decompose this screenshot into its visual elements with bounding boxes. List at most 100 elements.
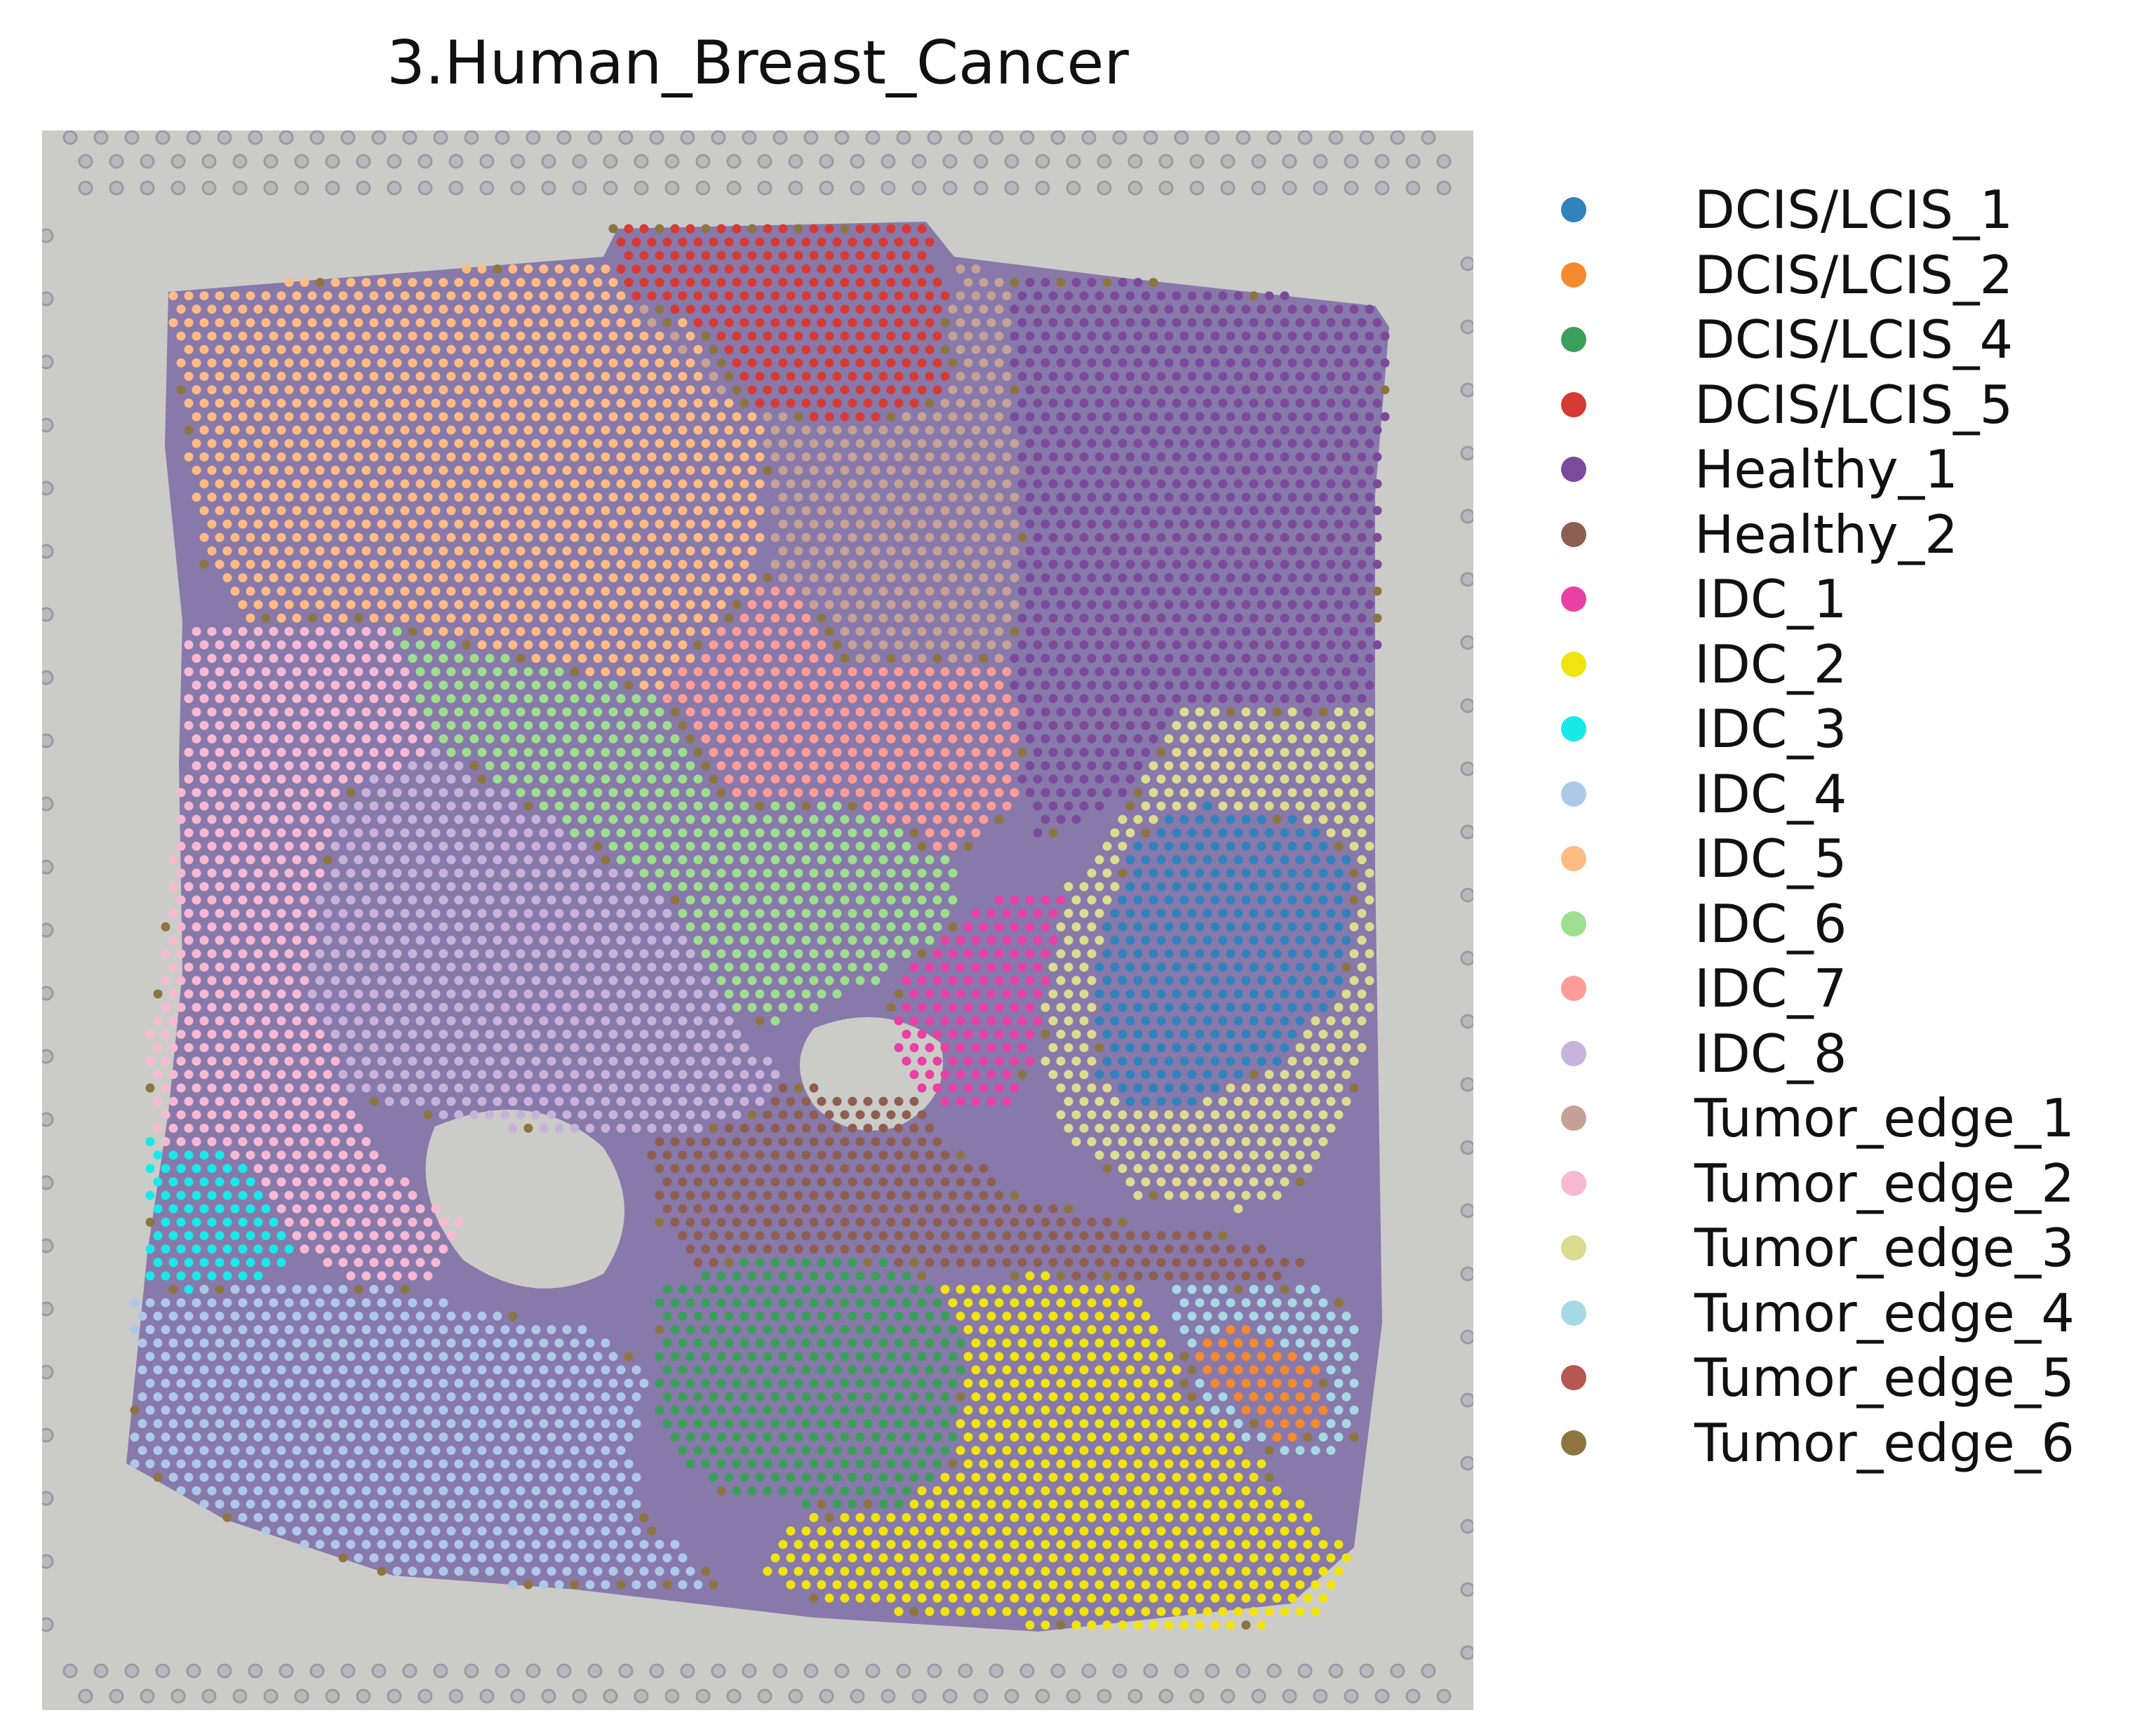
spot-point — [215, 532, 225, 542]
spot-point — [1048, 613, 1058, 623]
spot-point — [539, 452, 549, 462]
spot-point — [1280, 694, 1290, 704]
spot-point — [1071, 734, 1081, 744]
spot-point — [253, 438, 263, 448]
spot-point — [485, 626, 495, 636]
spot-point — [963, 761, 973, 771]
spot-point — [315, 949, 325, 959]
spot-point — [323, 398, 333, 408]
fiducial-dot — [572, 154, 587, 169]
spot-point — [701, 573, 711, 583]
spot-point — [1311, 1043, 1320, 1052]
spot-point — [909, 908, 919, 918]
spot-point — [794, 304, 803, 314]
spot-point — [253, 949, 263, 959]
spot-point — [1002, 748, 1012, 757]
spot-point — [863, 720, 873, 730]
spot-point — [1187, 318, 1197, 328]
spot-point — [1357, 586, 1367, 596]
spot-point — [176, 814, 186, 824]
spot-point — [477, 855, 487, 865]
spot-point — [1257, 331, 1266, 341]
spot-point — [739, 748, 749, 757]
spot-point — [307, 720, 317, 730]
spot-point — [1149, 412, 1158, 422]
spot-point — [554, 962, 564, 972]
spot-point — [809, 761, 819, 771]
spot-point — [1102, 519, 1112, 529]
spot-point — [168, 291, 178, 301]
spot-point — [925, 667, 935, 677]
fiducial-dot — [1460, 698, 1473, 713]
spot-point — [1334, 573, 1344, 583]
spot-point — [539, 748, 549, 757]
spot-point — [493, 720, 502, 730]
spot-point — [855, 761, 865, 771]
spot-point — [1033, 479, 1043, 489]
spot-point — [925, 425, 935, 435]
spot-point — [438, 922, 448, 932]
spot-point — [1195, 412, 1205, 422]
spot-point — [307, 935, 317, 945]
spot-point — [724, 720, 734, 730]
spot-point — [354, 694, 363, 704]
spot-point — [562, 707, 572, 717]
spot-point — [770, 748, 780, 757]
spot-point — [739, 237, 749, 247]
spot-point — [840, 949, 850, 959]
spot-point — [755, 1016, 765, 1026]
spot-point — [508, 828, 518, 838]
spot-point — [554, 398, 564, 408]
spot-point — [1172, 1043, 1181, 1052]
spot-point — [801, 935, 811, 945]
spot-point — [531, 895, 541, 905]
spot-point — [462, 640, 471, 650]
spot-point — [809, 466, 819, 475]
spot-point — [184, 1070, 194, 1080]
spot-point — [238, 600, 248, 610]
spot-point — [1094, 318, 1104, 328]
fiducial-dot — [510, 1688, 525, 1704]
spot-point — [1280, 1016, 1290, 1026]
spot-point — [601, 855, 610, 865]
spot-point — [531, 707, 541, 717]
spot-point — [1210, 1083, 1220, 1093]
spot-point — [384, 1070, 394, 1080]
spot-point — [817, 667, 826, 677]
spot-point — [786, 506, 796, 516]
spot-point — [1233, 720, 1243, 730]
fiducial-dot — [1004, 154, 1019, 169]
spot-point — [809, 680, 819, 690]
spot-point — [284, 492, 294, 502]
fiducial-dot — [479, 1688, 495, 1704]
spot-point — [917, 1083, 927, 1093]
spot-point — [685, 1029, 695, 1039]
spot-point — [1133, 438, 1143, 448]
spot-point — [523, 855, 533, 865]
spot-point — [338, 1070, 348, 1080]
spot-point — [670, 868, 680, 878]
spot-point — [709, 560, 718, 569]
spot-point — [685, 868, 695, 878]
spot-point — [431, 720, 441, 730]
spot-point — [786, 720, 796, 730]
spot-point — [1303, 949, 1313, 959]
spot-point — [215, 344, 225, 354]
spot-point — [438, 1056, 448, 1066]
spot-point — [655, 1083, 664, 1093]
spot-point — [909, 264, 919, 274]
spot-point — [840, 466, 850, 475]
spot-point — [508, 452, 518, 462]
spot-point — [693, 694, 703, 704]
spot-point — [176, 922, 186, 932]
spot-point — [539, 962, 549, 972]
spot-point — [276, 425, 286, 435]
spot-point — [855, 654, 865, 663]
spot-point — [269, 358, 279, 368]
spot-point — [817, 962, 826, 972]
spot-point — [940, 1070, 950, 1080]
spot-point — [1233, 640, 1243, 650]
spot-point — [1002, 318, 1012, 328]
spot-point — [994, 546, 1004, 556]
spot-point — [446, 291, 456, 301]
